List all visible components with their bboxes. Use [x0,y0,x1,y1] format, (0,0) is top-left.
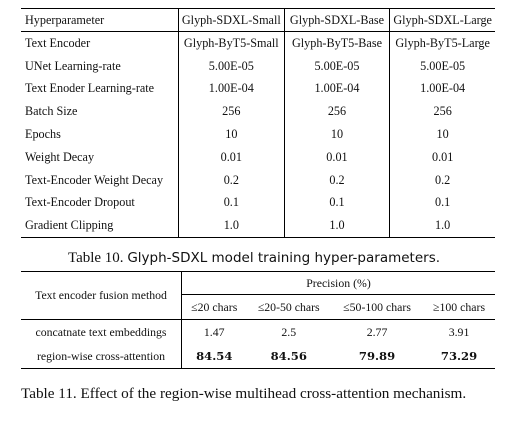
cell-bold: 79.89 [358,349,396,363]
cell: 1.47 [203,324,225,339]
subheader-cell: ≤20 chars [181,294,247,320]
row-label: Batch Size [25,104,78,119]
cell: 256 [283,100,390,124]
cell: 0.2 [283,168,390,192]
cell: 2.5 [281,324,297,339]
cell: 10 [177,123,285,146]
cell: 256 [177,100,285,124]
row-label: Weight Decay [25,149,95,164]
cell: 2.77 [366,324,388,339]
table-row: Text Encoder Glyph-ByT5-Small Glyph-ByT5… [21,31,495,55]
cell: 256 [389,100,495,124]
cell: 0.01 [177,145,285,169]
cell-bold: 84.56 [270,349,307,363]
method-label: region-wise cross-attention [21,344,182,369]
cell: 0.01 [283,145,390,169]
table-row: Weight Decay 0.01 0.01 0.01 [21,145,495,169]
cell: 1.0 [283,214,390,238]
subheader-cell: ≤50-100 chars [331,294,424,320]
table-header-row: Hyperparameter Glyph-SDXL-Small Glyph-SD… [21,8,495,32]
method-label: concatnate text embeddings [21,319,182,344]
cell: Glyph-ByT5-Small [177,31,285,55]
subheader-cell: ≥100 chars [423,294,495,320]
row-label: Text Encoder [25,35,91,50]
table-row: Text-Encoder Dropout 0.1 0.1 0.1 [21,191,495,215]
cell: 1.00E-04 [389,77,495,101]
hyperparameter-table: Hyperparameter Glyph-SDXL-Small Glyph-SD… [21,8,495,238]
header-base: Glyph-SDXL-Base [283,8,390,32]
cell: Glyph-ByT5-Base [283,31,390,55]
cell: 10 [389,123,495,146]
cell: 0.1 [389,191,495,215]
cell: 0.01 [389,145,495,169]
cell: 1.0 [177,214,285,238]
row-label: Text Enoder Learning-rate [25,81,155,96]
row-label: UNet Learning-rate [25,58,121,73]
table-subheader-row: ≤20 chars ≤20-50 chars ≤50-100 chars ≥10… [21,294,495,320]
cell-bold: 73.29 [440,349,478,363]
cell: 5.00E-05 [389,54,495,78]
table-row: Text-Encoder Weight Decay 0.2 0.2 0.2 [21,168,495,192]
cell: 5.00E-05 [177,54,285,78]
table-row: Epochs 10 10 10 [21,123,495,146]
table-header-row: Text encoder fusion method Precision (%) [21,271,495,320]
subheader-cell: ≤20-50 chars [246,294,331,320]
cell: 5.00E-05 [283,54,390,78]
header-precision: Precision (%) [306,275,371,290]
table-row: region-wise cross-attention 84.54 84.56 … [21,344,495,369]
table11-caption: Table 11. Effect of the region-wise mult… [21,385,467,402]
table-row: UNet Learning-rate 5.00E-05 5.00E-05 5.0… [21,54,495,78]
table-row: concatnate text embeddings 1.47 2.5 2.77… [21,319,495,344]
cell: 3.91 [448,324,470,339]
row-label: Epochs [25,127,61,142]
table-row: Text Enoder Learning-rate 1.00E-04 1.00E… [21,77,495,101]
cell: 10 [283,123,390,146]
cell: 1.00E-04 [177,77,285,101]
cell: 0.2 [177,168,285,192]
precision-table: Text encoder fusion method Precision (%)… [21,271,495,369]
table-row: Gradient Clipping 1.0 1.0 1.0 [21,214,495,238]
header-large: Glyph-SDXL-Large [389,8,495,32]
cell: 1.0 [389,214,495,238]
table10-caption-text: Glyph-SDXL model training hyper-paramete… [127,250,441,266]
cell: 0.2 [389,168,495,192]
header-method: Text encoder fusion method [21,271,182,320]
header-hyperparameter: Hyperparameter [25,12,105,27]
cell: 1.00E-04 [283,77,390,101]
row-label: Gradient Clipping [25,218,114,233]
table-row: Batch Size 256 256 256 [21,100,495,124]
cell: Glyph-ByT5-Large [389,31,495,55]
cell: 0.1 [177,191,285,215]
row-label: Text-Encoder Weight Decay [25,172,164,187]
row-label: Text-Encoder Dropout [25,195,135,210]
cell-bold: 84.54 [196,349,233,363]
table10-caption-label: Table 10. [67,250,124,266]
table10-caption: Table 10. Glyph-SDXL model training hype… [0,250,508,267]
cell: 0.1 [283,191,390,215]
header-small: Glyph-SDXL-Small [177,8,285,32]
